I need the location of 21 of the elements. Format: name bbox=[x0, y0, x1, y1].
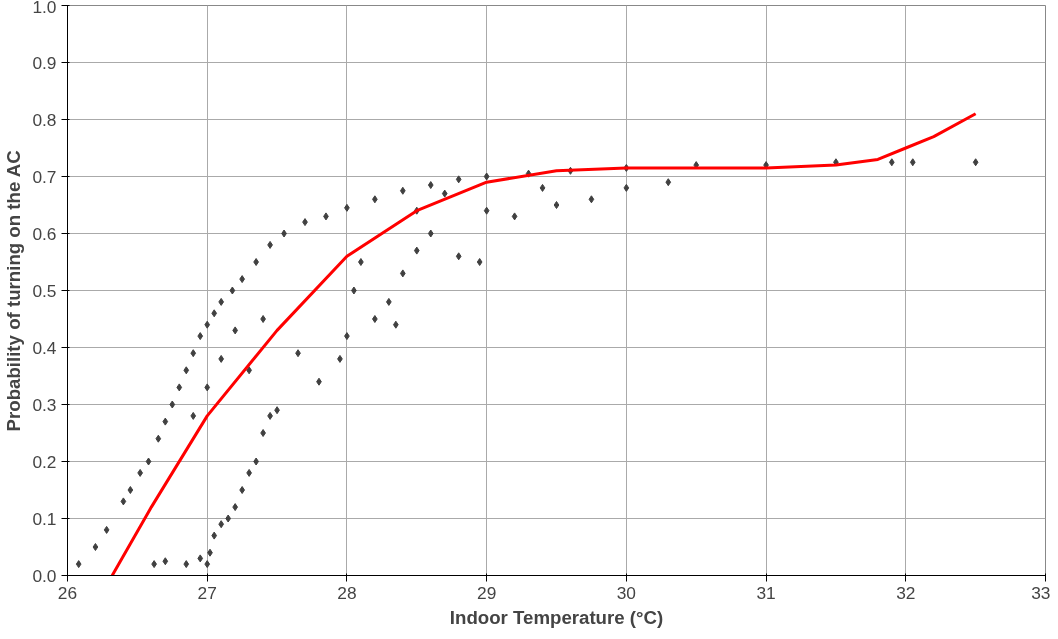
y-tick-label: 0.2 bbox=[32, 451, 57, 472]
x-tick-label: 33 bbox=[1031, 582, 1051, 603]
x-tick-label: 26 bbox=[57, 582, 78, 603]
y-tick-label: 0.1 bbox=[32, 508, 57, 529]
x-tick-label: 31 bbox=[756, 582, 776, 603]
y-tick-label: 0.8 bbox=[32, 109, 57, 130]
y-tick-label: 1.0 bbox=[32, 0, 57, 17]
x-tick-label: 28 bbox=[337, 582, 357, 603]
x-tick-label: 32 bbox=[896, 582, 916, 603]
y-tick-label: 0.0 bbox=[32, 565, 57, 586]
y-tick-label: 0.4 bbox=[32, 337, 57, 358]
y-tick-label: 0.7 bbox=[32, 166, 57, 187]
x-tick-label: 27 bbox=[197, 582, 217, 603]
x-axis-title: Indoor Temperature (°C) bbox=[449, 606, 664, 628]
y-tick-label: 0.6 bbox=[32, 223, 57, 244]
y-tick-label: 0.3 bbox=[32, 394, 57, 415]
y-axis-title: Probability of turning on the AC bbox=[3, 150, 25, 432]
x-tick-label: 29 bbox=[477, 582, 497, 603]
y-tick-label: 0.9 bbox=[32, 52, 57, 73]
x-tick-label: 30 bbox=[616, 582, 636, 603]
y-tick-label: 0.5 bbox=[32, 280, 57, 301]
